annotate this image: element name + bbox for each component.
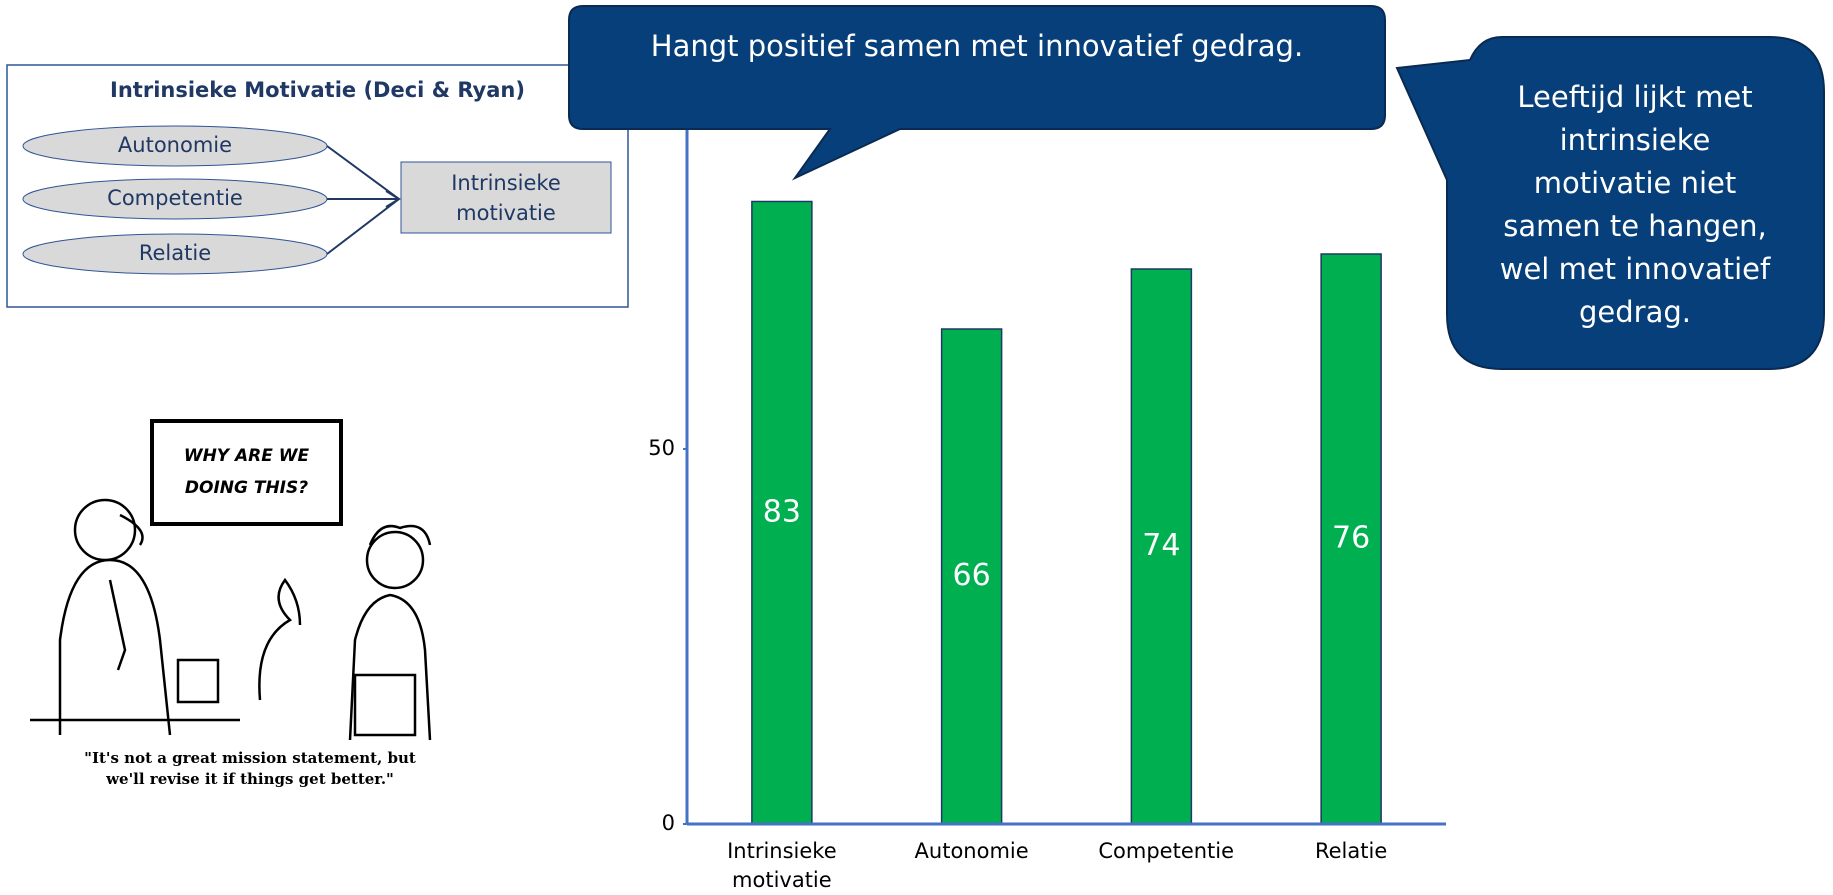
diagram-output-label: Intrinsieke motivatie [401, 168, 611, 228]
y-tick-label: 50 [648, 436, 675, 460]
x-tick-label: Relatie [1276, 837, 1426, 866]
callout-text: Hangt positief samen met innovatief gedr… [569, 6, 1385, 86]
x-tick-label: Intrinsieke motivatie [707, 837, 857, 895]
data-label: 76 [1332, 521, 1370, 556]
y-tick-label: 0 [662, 811, 675, 835]
x-tick-label: Competentie [1086, 837, 1236, 866]
diagram-input-label: Competentie [23, 186, 327, 210]
diagram-title: Intrinsieke Motivatie (Deci & Ryan) [7, 78, 628, 102]
cartoon-caption: "It's not a great mission statement, but… [40, 748, 460, 790]
x-tick-label: Autonomie [897, 837, 1047, 866]
callout-text: Leeftijd lijkt met intrinsieke motivatie… [1470, 60, 1800, 350]
data-label: 83 [763, 494, 801, 529]
diagram-input-label: Relatie [23, 241, 327, 265]
data-label: 66 [953, 558, 991, 593]
page: 0 50 83 66 74 76 Intrinsieke Motivatie (Deci … [0, 0, 1833, 893]
data-label: 74 [1142, 528, 1180, 563]
diagram-input-label: Autonomie [23, 133, 327, 157]
cartoon-sign: WHY ARE WE DOING THIS? [152, 440, 341, 504]
